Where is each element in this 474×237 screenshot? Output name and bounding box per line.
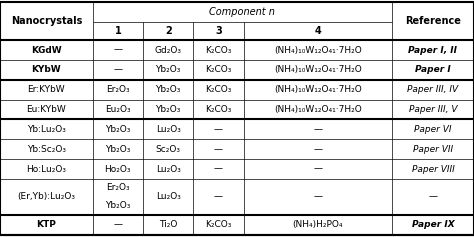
Text: KGdW: KGdW [31,46,62,55]
Text: —: — [214,145,223,154]
Text: Nanocrystals: Nanocrystals [10,16,82,26]
Text: —: — [214,165,223,174]
Text: (NH₄)H₂PO₄: (NH₄)H₂PO₄ [292,220,343,229]
Text: Eu:KYbW: Eu:KYbW [27,105,66,114]
Text: (Er,Yb):Lu₂O₃: (Er,Yb):Lu₂O₃ [18,192,75,201]
Text: Lu₂O₃: Lu₂O₃ [156,192,181,201]
Text: (NH₄)₁₀W₁₂O₄₁·7H₂O: (NH₄)₁₀W₁₂O₄₁·7H₂O [274,65,362,74]
Text: —: — [214,192,223,201]
Text: Er:KYbW: Er:KYbW [27,85,65,94]
Text: Yb:Sc₂O₃: Yb:Sc₂O₃ [27,145,66,154]
Text: Ho:Lu₂O₃: Ho:Lu₂O₃ [27,165,66,174]
Text: Component n: Component n [210,7,275,17]
Text: —: — [313,125,322,134]
Text: (NH₄)₁₀W₁₂O₄₁·7H₂O: (NH₄)₁₀W₁₂O₄₁·7H₂O [274,46,362,55]
Text: K₂CO₃: K₂CO₃ [205,85,232,94]
Text: Sc₂O₃: Sc₂O₃ [155,145,181,154]
Text: Yb₂O₃: Yb₂O₃ [105,145,130,154]
Text: K₂CO₃: K₂CO₃ [205,220,232,229]
Text: Lu₂O₃: Lu₂O₃ [156,125,181,134]
Text: Yb₂O₃: Yb₂O₃ [105,201,130,210]
Text: 4: 4 [314,26,321,36]
Text: Ti₂O: Ti₂O [159,220,177,229]
Text: Er₂O₃: Er₂O₃ [106,85,130,94]
Text: Paper VIII: Paper VIII [411,165,455,174]
Text: Eu₂O₃: Eu₂O₃ [105,105,131,114]
Text: Paper III, V: Paper III, V [409,105,457,114]
Text: —: — [428,192,438,201]
Text: Reference: Reference [405,16,461,26]
Text: Ho₂O₃: Ho₂O₃ [105,165,131,174]
Text: —: — [313,165,322,174]
Text: Yb₂O₃: Yb₂O₃ [155,105,181,114]
Text: Paper I: Paper I [415,65,451,74]
Text: Paper VI: Paper VI [414,125,452,134]
Text: Yb₂O₃: Yb₂O₃ [155,85,181,94]
Text: 1: 1 [114,26,121,36]
Text: KTP: KTP [36,220,56,229]
Text: Yb₂O₃: Yb₂O₃ [155,65,181,74]
Text: (NH₄)₁₀W₁₂O₄₁·7H₂O: (NH₄)₁₀W₁₂O₄₁·7H₂O [274,105,362,114]
Text: Lu₂O₃: Lu₂O₃ [156,165,181,174]
Text: Gd₂O₃: Gd₂O₃ [155,46,182,55]
Text: —: — [113,220,122,229]
Text: (NH₄)₁₀W₁₂O₄₁·7H₂O: (NH₄)₁₀W₁₂O₄₁·7H₂O [274,85,362,94]
Text: Yb₂O₃: Yb₂O₃ [105,125,130,134]
Text: Paper IX: Paper IX [411,220,455,229]
Text: —: — [313,192,322,201]
Text: Paper VII: Paper VII [413,145,453,154]
Text: —: — [313,145,322,154]
Text: 2: 2 [165,26,172,36]
Text: 3: 3 [215,26,222,36]
Text: Er₂O₃: Er₂O₃ [106,183,130,192]
Text: Paper III, IV: Paper III, IV [407,85,458,94]
Text: KYbW: KYbW [32,65,61,74]
Text: Yb:Lu₂O₃: Yb:Lu₂O₃ [27,125,66,134]
Text: K₂CO₃: K₂CO₃ [205,46,232,55]
Text: K₂CO₃: K₂CO₃ [205,105,232,114]
Text: Paper I, II: Paper I, II [409,46,457,55]
Text: —: — [113,46,122,55]
Text: —: — [113,65,122,74]
Text: —: — [214,125,223,134]
Text: K₂CO₃: K₂CO₃ [205,65,232,74]
